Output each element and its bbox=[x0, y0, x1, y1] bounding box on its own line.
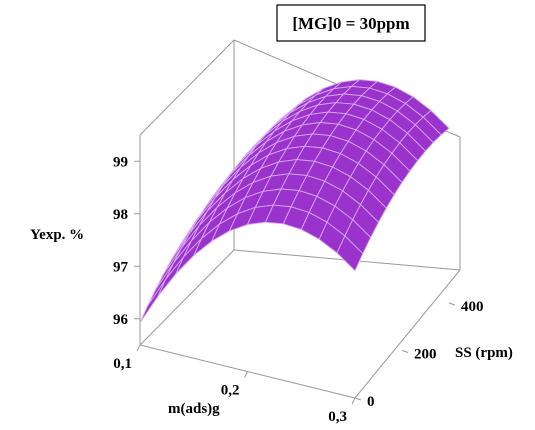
condition-label: [MG]0 = 30ppm bbox=[276, 4, 426, 42]
condition-label-text: [MG]0 = 30ppm bbox=[292, 14, 409, 33]
z-tick-label: 97 bbox=[113, 259, 129, 275]
y-tick-mark bbox=[354, 397, 362, 401]
y-tick-label: 200 bbox=[414, 347, 437, 363]
condition-label-box bbox=[276, 4, 426, 42]
y-tick-label: 400 bbox=[461, 299, 484, 315]
y-tick-mark bbox=[401, 350, 409, 353]
y-tick-mark bbox=[448, 302, 456, 306]
box-edge bbox=[139, 249, 235, 346]
surface-patch bbox=[336, 235, 364, 272]
y-axis-title: SS (rpm) bbox=[455, 345, 513, 361]
x-tick-label: 0,3 bbox=[328, 409, 347, 425]
x-tick-label: 0,1 bbox=[113, 356, 132, 372]
x-axis-ticks: 0,1 0,2 0,3 bbox=[113, 344, 356, 425]
x-tick-mark bbox=[351, 397, 356, 405]
box-edge bbox=[139, 39, 235, 136]
x-tick-label: 0,2 bbox=[221, 383, 240, 399]
z-tick-label: 99 bbox=[113, 154, 128, 170]
x-tick-mark bbox=[244, 371, 248, 378]
z-tick-label: 96 bbox=[113, 312, 129, 328]
y-axis-ticks: 0 200 400 bbox=[354, 299, 484, 410]
x-tick-mark bbox=[136, 344, 141, 352]
box-edge bbox=[354, 269, 461, 399]
z-tick-label: 98 bbox=[113, 207, 128, 223]
surface-patch bbox=[139, 278, 167, 323]
z-axis-title: Yexp. % bbox=[30, 227, 84, 243]
y-tick-label: 0 bbox=[367, 394, 375, 410]
z-axis-ticks: 96 97 98 99 bbox=[113, 154, 140, 328]
response-surface bbox=[139, 79, 450, 323]
x-axis-title: m(ads)g bbox=[168, 401, 220, 417]
